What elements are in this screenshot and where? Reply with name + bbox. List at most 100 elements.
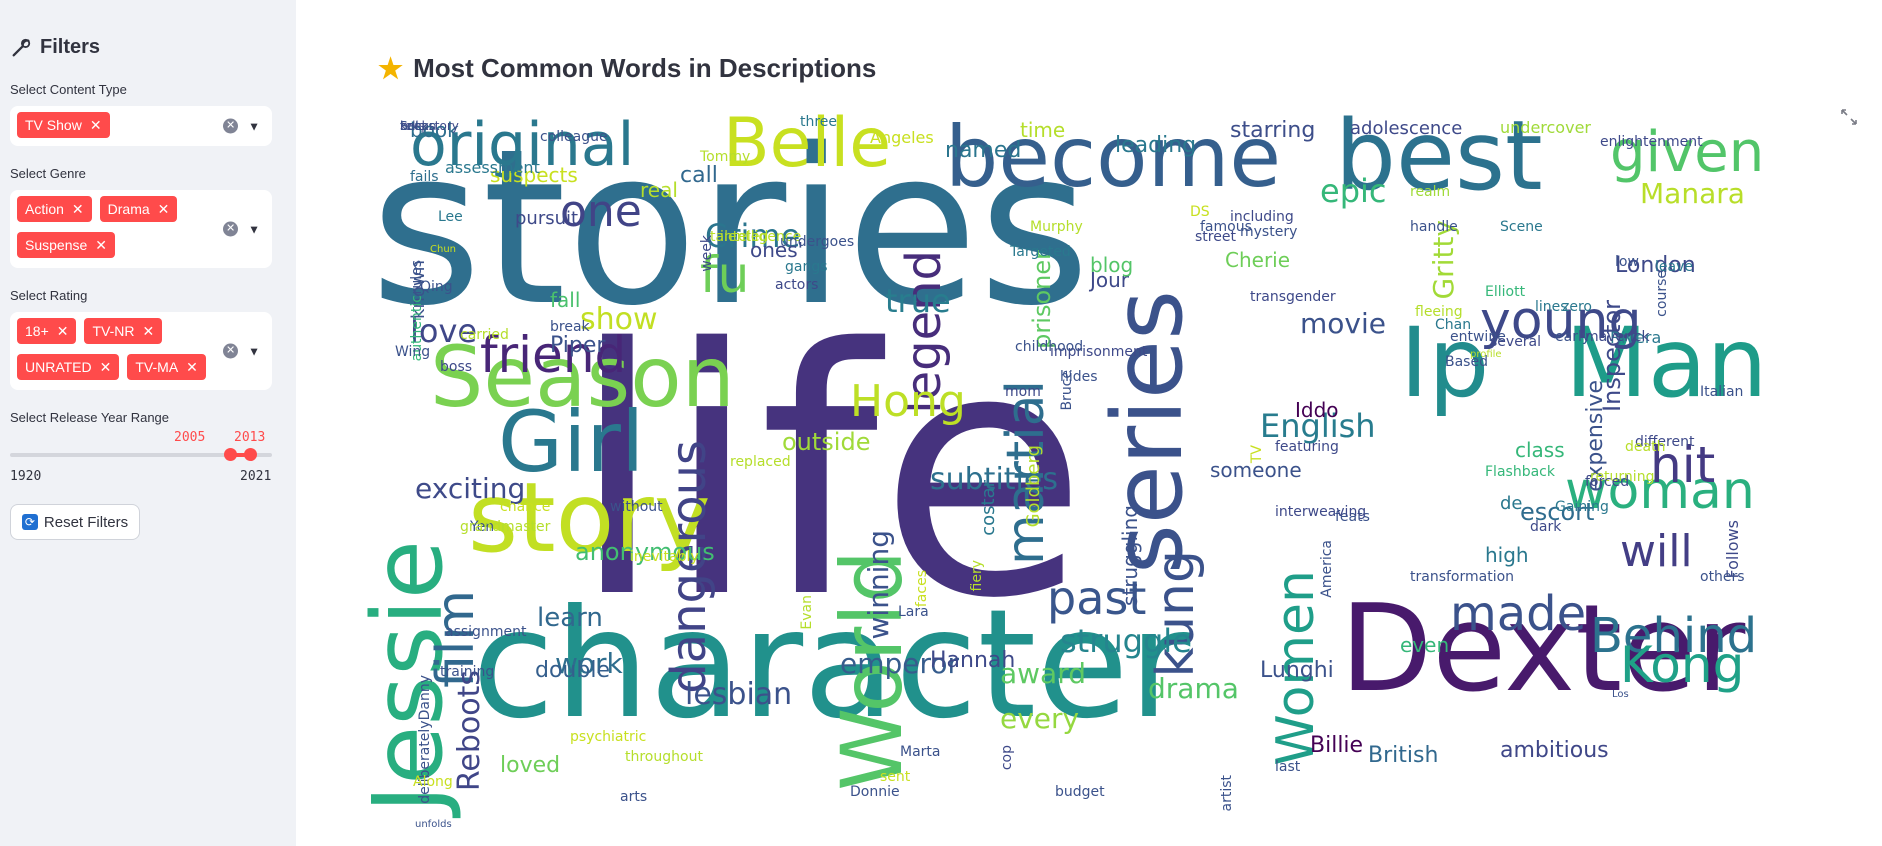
chevron-down-icon[interactable]: ▼ bbox=[248, 344, 260, 358]
rating-tag[interactable]: TV-NR ✕ bbox=[84, 318, 163, 344]
word-america: America bbox=[1319, 540, 1335, 598]
word-life: life bbox=[570, 277, 1088, 673]
word-struggling: struggling bbox=[1118, 505, 1142, 607]
year-range-min: 1920 bbox=[10, 469, 42, 484]
rating-select[interactable]: 18+ ✕ TV-NR ✕ UNRATED ✕ TV-MA ✕ ✕ ▼ bbox=[10, 312, 272, 390]
year-range-track[interactable] bbox=[10, 453, 272, 457]
word-lines: lines bbox=[1535, 299, 1568, 315]
word-cop: cop bbox=[999, 745, 1015, 771]
word-dangerous: dangerous bbox=[661, 440, 717, 694]
remove-tag-icon[interactable]: ✕ bbox=[186, 359, 198, 375]
fullscreen-icon[interactable] bbox=[1840, 108, 1858, 126]
word-maverick: maverick bbox=[1585, 329, 1650, 345]
genre-tag[interactable]: Drama ✕ bbox=[99, 196, 178, 222]
word-prisoner: prisoner bbox=[1028, 250, 1056, 349]
word-london: London bbox=[1615, 253, 1696, 278]
rating-tag[interactable]: 18+ ✕ bbox=[17, 318, 77, 344]
word-interweaving: interweaving bbox=[1275, 504, 1367, 520]
word-pursuit: pursuit bbox=[515, 208, 579, 229]
chevron-down-icon[interactable]: ▼ bbox=[248, 222, 260, 236]
remove-tag-icon[interactable]: ✕ bbox=[89, 117, 102, 133]
word-last: last bbox=[1275, 759, 1301, 775]
word-mystery: mystery bbox=[1240, 224, 1298, 240]
word-girl: Girl bbox=[498, 393, 645, 491]
year-range-low-handle[interactable] bbox=[224, 448, 237, 461]
word-undergoes: undergoes bbox=[780, 234, 855, 250]
main-area bbox=[296, 0, 1882, 846]
word-escort: escort bbox=[1520, 498, 1595, 526]
word-manara: Manara bbox=[1640, 177, 1745, 210]
word-become: become bbox=[945, 108, 1282, 206]
refresh-icon: ⟳ bbox=[21, 514, 38, 530]
word-italian: Italian bbox=[1700, 384, 1744, 400]
word-hit: hit bbox=[1650, 436, 1716, 494]
word-death: death bbox=[1625, 439, 1666, 455]
word-de: de bbox=[1500, 493, 1523, 514]
word-season: Season bbox=[430, 328, 735, 426]
word-backstory: backstory bbox=[400, 119, 459, 133]
remove-tag-icon[interactable]: ✕ bbox=[71, 201, 84, 217]
word-double: double bbox=[535, 658, 610, 683]
word-low: low bbox=[1615, 254, 1639, 270]
word-tv: TV bbox=[1249, 445, 1265, 464]
word-inevitably: inevitably bbox=[630, 549, 699, 565]
word-handle: handle bbox=[1410, 219, 1458, 235]
content-type-select[interactable]: TV Show ✕ ✕ ▼ bbox=[10, 106, 272, 146]
word-story: story bbox=[468, 462, 711, 574]
year-range-max: 2021 bbox=[240, 469, 272, 484]
word-lunghi: Lunghi bbox=[1260, 658, 1334, 683]
word-enlightenment: enlightenment bbox=[1600, 134, 1703, 150]
word-featuring: featuring bbox=[1275, 439, 1339, 455]
rating-tag[interactable]: TV-MA ✕ bbox=[127, 354, 206, 380]
year-range-high-value: 2013 bbox=[234, 430, 266, 445]
remove-tag-icon[interactable]: ✕ bbox=[157, 201, 170, 217]
word-woman: woman bbox=[1565, 461, 1755, 521]
content-type-tag[interactable]: TV Show ✕ bbox=[17, 112, 110, 138]
word-reboots: Reboots bbox=[452, 670, 487, 792]
word-ones: ones' bbox=[750, 238, 804, 262]
reset-filters-button[interactable]: ⟳ Reset Filters bbox=[10, 504, 140, 540]
word-street: street bbox=[1195, 229, 1236, 245]
rating-tag[interactable]: UNRATED ✕ bbox=[17, 354, 120, 380]
word-realm: realm bbox=[1410, 184, 1451, 200]
word-qing: Qing bbox=[420, 279, 453, 295]
star-icon: ★ bbox=[378, 53, 404, 84]
remove-tag-icon[interactable]: ✕ bbox=[56, 323, 69, 339]
genre-select[interactable]: Action ✕ Drama ✕ Suspense ✕ ✕ ▼ bbox=[10, 190, 272, 268]
remove-tag-icon[interactable]: ✕ bbox=[142, 323, 155, 339]
word-call: call bbox=[680, 163, 718, 188]
word-costar: costar bbox=[978, 480, 999, 536]
word-best: best bbox=[1335, 100, 1543, 212]
sidebar: Filters Select Content Type TV Show ✕ ✕ ▼… bbox=[0, 0, 296, 846]
word-starring: starring bbox=[1230, 118, 1316, 143]
clear-icon[interactable]: ✕ bbox=[223, 221, 239, 237]
year-range-high-handle[interactable] bbox=[244, 448, 257, 461]
word-keeps: keeps bbox=[400, 119, 436, 133]
word-high: high bbox=[1485, 543, 1529, 567]
clear-icon[interactable]: ✕ bbox=[223, 118, 239, 134]
word-lee: Lee bbox=[438, 209, 463, 225]
word-leading: leading bbox=[1115, 133, 1197, 158]
word-learn: learn bbox=[537, 603, 603, 633]
word-work: work bbox=[555, 647, 623, 680]
wrench-icon bbox=[12, 38, 31, 56]
chevron-down-icon[interactable]: ▼ bbox=[248, 119, 260, 133]
word-ds: DS bbox=[1190, 204, 1210, 220]
word-anonymous: anonymous bbox=[575, 538, 715, 566]
word-gangs: gangs bbox=[785, 259, 828, 275]
word-replaced: replaced bbox=[730, 454, 791, 470]
word-gaining: Gaining bbox=[1555, 499, 1609, 515]
remove-tag-icon[interactable]: ✕ bbox=[95, 237, 108, 253]
remove-tag-icon[interactable]: ✕ bbox=[99, 359, 112, 375]
word-one: one bbox=[560, 186, 642, 237]
word-crime: Crime bbox=[705, 217, 801, 255]
word-entwine: entwine bbox=[1450, 329, 1506, 345]
word-character: character bbox=[472, 578, 1191, 752]
clear-icon[interactable]: ✕ bbox=[223, 343, 239, 359]
word-loved: loved bbox=[500, 753, 561, 778]
genre-tag[interactable]: Action ✕ bbox=[17, 196, 92, 222]
word-based: Based bbox=[1445, 354, 1488, 370]
genre-tag[interactable]: Suspense ✕ bbox=[17, 232, 116, 258]
word-book: book bbox=[410, 118, 459, 142]
word-piper: Piper bbox=[550, 333, 606, 358]
